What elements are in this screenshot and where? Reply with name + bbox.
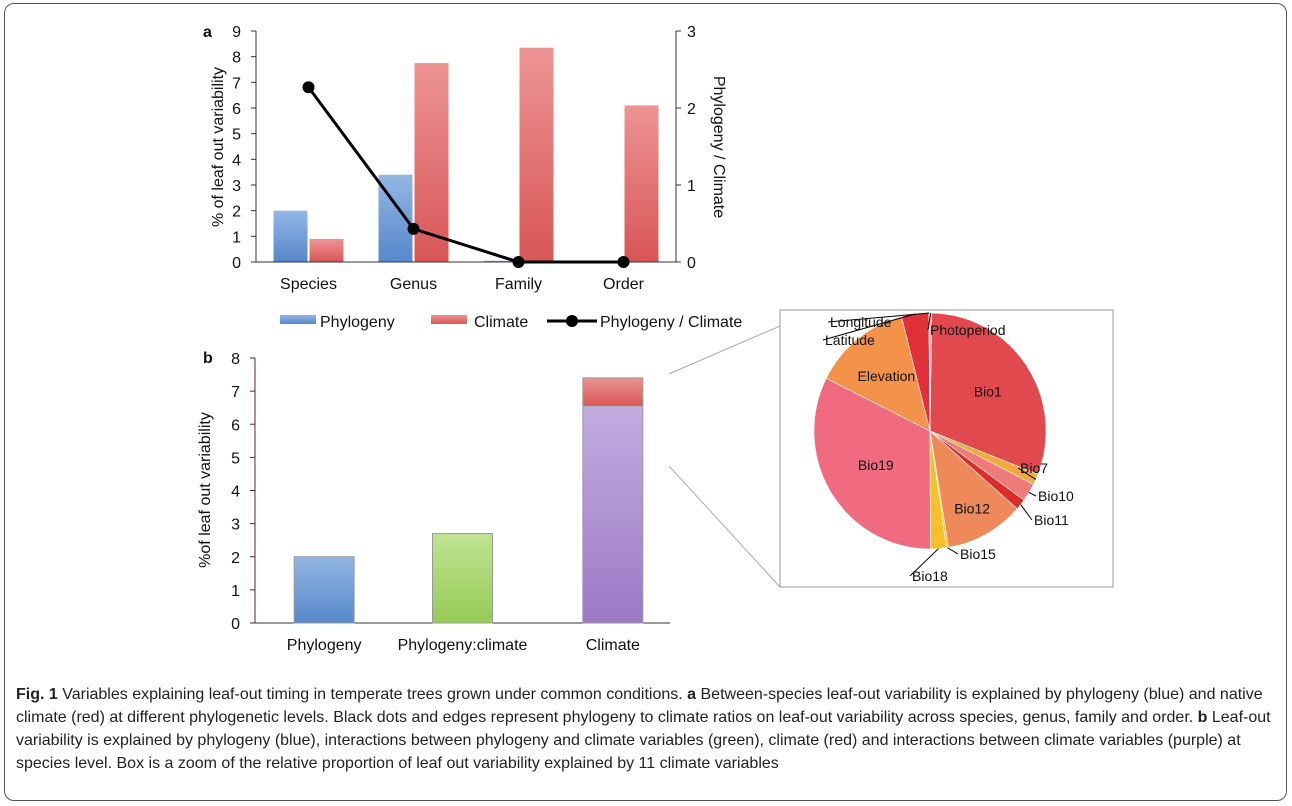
legend-marker-ratio (566, 315, 578, 327)
b-y-tick-label-2: 2 (231, 550, 240, 567)
pie-label-bio12: Bio12 (954, 500, 990, 516)
b-y-tick-label-3: 3 (231, 517, 240, 534)
bar-climate-order (624, 105, 659, 262)
legend-label-phylogeny: Phylogeny (320, 314, 395, 331)
pie-leader-bio10 (1028, 492, 1037, 497)
y-tick-label-1: 1 (232, 229, 241, 246)
pie-leader-latitude (822, 313, 916, 341)
pie-label-latitude: Latitude (825, 332, 875, 348)
bar-phylogeny-family (483, 260, 518, 262)
caption-panel-b-text: Leaf-out variability is explained by phy… (16, 709, 1271, 772)
figure-caption: Fig. 1 Variables explaining leaf-out tim… (16, 683, 1276, 775)
pie-leader-bio7 (1017, 467, 1037, 480)
bar-phylogeny-species (273, 210, 308, 262)
pie-label-bio15: Bio15 (960, 546, 996, 562)
point-ratio-genus (407, 222, 420, 235)
pie-label-longitude: Longitude (830, 314, 892, 330)
b-bar-phylogeny-climate-1 (432, 533, 493, 624)
x-tick-label-order: Order (603, 276, 645, 293)
x-tick-label-family: Family (495, 276, 542, 293)
b-bar-climate-interactions-2 (582, 405, 644, 624)
b-y-tick-label-6: 6 (231, 417, 240, 434)
y2-tick-label-3: 3 (687, 24, 696, 41)
y2-tick-label-1: 1 (687, 178, 696, 195)
y-tick-label-8: 8 (232, 50, 241, 67)
b-y-tick-label-1: 1 (231, 583, 240, 600)
b-y-tick-label-0: 0 (231, 616, 240, 633)
zoom-connector-top (668, 325, 781, 375)
y2-tick-label-2: 2 (687, 101, 696, 118)
caption-intro: Variables explaining leaf-out timing in … (57, 686, 688, 703)
b-y-axis-title: %of leaf out variability (197, 412, 214, 568)
pie-slice-bio12 (929, 430, 1018, 548)
x-tick-label-species: Species (280, 276, 337, 293)
y-tick-label-9: 9 (232, 24, 241, 41)
pie-label-bio10: Bio10 (1038, 488, 1074, 504)
pie-leader-bio11 (1020, 504, 1033, 521)
b-x-tick-label-0: Phylogeny (287, 637, 362, 654)
b-y-tick-label-4: 4 (231, 484, 240, 501)
y2-tick-label-0: 0 (687, 255, 696, 272)
legend-swatch-phylogeny (280, 315, 316, 324)
y-tick-label-3: 3 (232, 178, 241, 195)
pie-leader-bio15 (947, 547, 959, 555)
y-axis-title: % of leaf out variability (210, 67, 227, 227)
legend-swatch-climate (431, 315, 467, 324)
b-x-tick-label-1: Phylogeny:climate (398, 637, 528, 654)
y-tick-label-7: 7 (232, 75, 241, 92)
pie-leader-bio18 (909, 548, 939, 577)
pie-slice-photoperiod (929, 312, 933, 432)
figure-frame (4, 3, 1287, 801)
b-x-tick-label-2: Climate (586, 637, 640, 654)
legend-label-ratio: Phylogeny / Climate (600, 314, 742, 331)
y-tick-label-5: 5 (232, 127, 241, 144)
line-phylogeny-climate-ratio (307, 86, 624, 264)
pie-leader-photoperiod (927, 312, 932, 331)
pie-slice-bio19 (813, 377, 931, 550)
b-y-tick-label-8: 8 (231, 351, 240, 368)
point-ratio-species (302, 81, 315, 94)
pie-label-bio19: Bio19 (858, 457, 894, 473)
y2-axis-title: Phylogeny / Climate (710, 76, 727, 218)
zoom-connector-bottom (668, 465, 781, 588)
caption-fig-label: Fig. 1 (16, 686, 58, 703)
panel-a-label: a (203, 24, 212, 41)
bar-climate-genus (414, 63, 449, 263)
bar-climate-species (309, 238, 344, 262)
panel-b-label: b (203, 350, 213, 367)
point-ratio-order (617, 256, 630, 268)
point-ratio-family (512, 256, 525, 268)
b-bar-phylogeny-0 (293, 556, 355, 624)
y-tick-label-2: 2 (232, 204, 241, 221)
b-bar-climate-2 (582, 377, 644, 407)
y-tick-label-4: 4 (232, 152, 241, 169)
caption-panel-b-label: b (1197, 709, 1208, 726)
caption-panel-a-label: a (687, 686, 697, 703)
caption-panel-a-text: Between-species leaf-out variability is … (16, 686, 1263, 726)
pie-label-bio18: Bio18 (912, 568, 948, 584)
pie-leader-longitude (827, 312, 930, 323)
pie-label-bio1: Bio1 (974, 384, 1002, 400)
figure-canvas: a Species Genus Family Order 0 1 2 3 4 5 6 7 8 9 0 1 2 3 % … (197, 24, 1114, 654)
pie-slice-elevation (825, 316, 931, 432)
pie-label-photoperiod: Photoperiod (930, 322, 1006, 338)
x-tick-label-genus: Genus (390, 276, 437, 293)
legend-label-climate: Climate (474, 314, 528, 331)
bar-climate-family (519, 47, 554, 262)
b-y-tick-label-5: 5 (231, 450, 240, 467)
pie-label-bio7: Bio7 (1020, 460, 1048, 476)
y-tick-label-0: 0 (232, 255, 241, 272)
pie-label-elevation: Elevation (858, 368, 916, 384)
pie-slice-bio1 (929, 312, 1047, 475)
b-y-tick-label-7: 7 (231, 384, 240, 401)
y-tick-label-6: 6 (232, 101, 241, 118)
pie-label-bio11: Bio11 (1034, 512, 1069, 528)
